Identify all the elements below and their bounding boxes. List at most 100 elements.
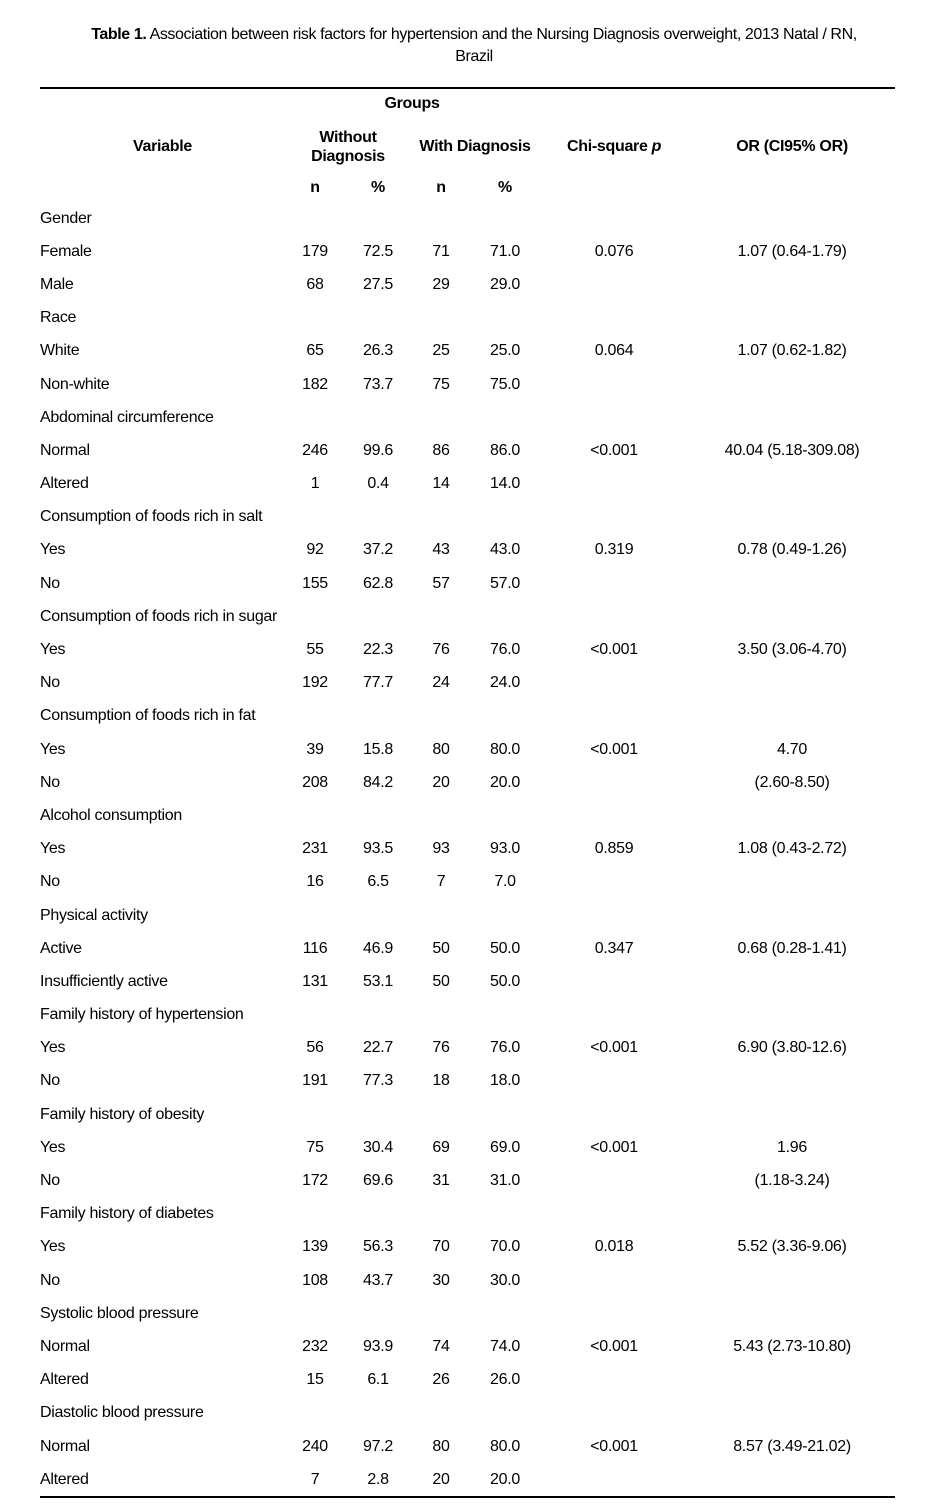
table-row: Yes 39 15.8 80 80.0 <0.001 4.70	[40, 733, 895, 766]
cell-n2: 76	[432, 1039, 450, 1057]
cell-or: 1.96	[777, 1138, 807, 1156]
cell-chi	[539, 766, 689, 799]
cell-n2: 30	[432, 1271, 450, 1289]
cell-chi: <0.001	[590, 1039, 638, 1057]
cell-p2: 29.0	[490, 275, 520, 293]
table-row: Insufficiently active 131 53.1 50 50.0	[40, 965, 895, 998]
cell-chi	[539, 368, 689, 401]
cell-p1: 0.4	[367, 475, 389, 493]
cell-p1: 99.6	[363, 441, 393, 459]
cell-p1: 72.5	[363, 242, 393, 260]
column-header-variable: Variable	[133, 137, 192, 155]
chi-square-label: Chi-square	[567, 137, 648, 155]
category-label: Race	[40, 309, 77, 327]
cell-p2: 20.0	[490, 1470, 520, 1488]
cell-chi: 0.319	[594, 541, 634, 559]
cell-label: No	[40, 773, 60, 791]
cell-label: Altered	[40, 1470, 89, 1488]
cell-p2: 80.0	[490, 740, 520, 758]
table-row: Active 116 46.9 50 50.0 0.347 0.68 (0.28-1.41)	[40, 932, 895, 965]
cell-chi: <0.001	[590, 1138, 638, 1156]
cell-n1: 240	[302, 1437, 328, 1455]
cell-label: No	[40, 873, 60, 891]
cell-n1: 192	[302, 674, 328, 692]
cell-p2: 26.0	[490, 1371, 520, 1389]
category-label: Physical activity	[40, 906, 148, 924]
cell-p2: 18.0	[490, 1072, 520, 1090]
empty-cell	[539, 174, 689, 202]
category-label: Family history of obesity	[40, 1105, 205, 1123]
cell-p1: 22.7	[363, 1039, 393, 1057]
cell-p2: 50.0	[490, 972, 520, 990]
category-row: Diastolic blood pressure	[40, 1397, 895, 1430]
cell-or: 8.57 (3.49-21.02)	[733, 1437, 851, 1455]
cell-label: No	[40, 674, 60, 692]
cell-p1: 69.6	[363, 1172, 393, 1190]
cell-n1: 15	[306, 1371, 324, 1389]
cell-label: Yes	[40, 1138, 66, 1156]
cell-or	[689, 368, 895, 401]
cell-p2: 93.0	[490, 840, 520, 858]
cell-p1: 53.1	[363, 972, 393, 990]
cell-or: 0.68 (0.28-1.41)	[737, 939, 847, 957]
category-row: Family history of obesity	[40, 1098, 895, 1131]
cell-p1: 26.3	[363, 342, 393, 360]
cell-or	[689, 1065, 895, 1098]
cell-label: Insufficiently active	[40, 972, 168, 990]
cell-n1: 182	[302, 375, 328, 393]
table-row: Altered 7 2.8 20 20.0	[40, 1463, 895, 1497]
cell-or	[689, 1463, 895, 1497]
cell-n1: 1	[310, 475, 320, 493]
category-label: Diastolic blood pressure	[40, 1404, 204, 1422]
cell-n2: 14	[432, 475, 450, 493]
table-row: No 192 77.7 24 24.0	[40, 667, 895, 700]
cell-label: Non-white	[40, 375, 110, 393]
cell-or: (1.18-3.24)	[754, 1172, 830, 1190]
cell-p1: 6.5	[367, 873, 389, 891]
category-row: Family history of diabetes	[40, 1198, 895, 1231]
cell-n2: 20	[432, 1470, 450, 1488]
category-label: Family history of hypertension	[40, 1006, 244, 1024]
cell-p1: 97.2	[363, 1437, 393, 1455]
cell-p2: 80.0	[490, 1437, 520, 1455]
cell-label: Yes	[40, 541, 66, 559]
category-row: Consumption of foods rich in fat	[40, 700, 895, 733]
category-row: Abdominal circumference	[40, 401, 895, 434]
cell-n1: 246	[302, 441, 328, 459]
cell-n1: 179	[302, 242, 328, 260]
cell-or	[689, 468, 895, 501]
cell-n2: 24	[432, 674, 450, 692]
category-row: Gender	[40, 202, 895, 235]
category-label: Consumption of foods rich in fat	[40, 707, 256, 725]
cell-or	[689, 866, 895, 899]
table-row: No 155 62.8 57 57.0	[40, 567, 895, 600]
cell-or: 1.07 (0.64-1.79)	[737, 242, 847, 260]
cell-n2: 93	[432, 840, 450, 858]
cell-n1: 232	[302, 1337, 328, 1355]
cell-p1: 93.9	[363, 1337, 393, 1355]
category-label: Abdominal circumference	[40, 408, 214, 426]
cell-label: Normal	[40, 1437, 90, 1455]
empty-cell	[40, 88, 285, 119]
cell-p1: 27.5	[363, 275, 393, 293]
empty-cell	[689, 88, 895, 119]
table-row: Normal 232 93.9 74 74.0 <0.001 5.43 (2.73-10.8…	[40, 1330, 895, 1363]
table-row: No 208 84.2 20 20.0 (2.60-8.50)	[40, 766, 895, 799]
table-body: Gender Female 179 72.5 71 71.0 0.076 1.07 (0.64…	[40, 202, 895, 1497]
cell-p1: 37.2	[363, 541, 393, 559]
cell-p2: 30.0	[490, 1271, 520, 1289]
cell-or	[689, 1264, 895, 1297]
cell-or: 4.70	[777, 740, 807, 758]
chi-square-p-symbol: p	[651, 137, 662, 155]
cell-n2: 31	[432, 1172, 450, 1190]
table-row: Female 179 72.5 71 71.0 0.076 1.07 (0.64-1.79)	[40, 235, 895, 268]
table-row: Yes 55 22.3 76 76.0 <0.001 3.50 (3.06-4.70)	[40, 633, 895, 666]
subheader-n-with: n	[436, 179, 446, 196]
table-caption-text-line2: Brazil	[455, 48, 493, 65]
table-row: Male 68 27.5 29 29.0	[40, 268, 895, 301]
table-row: No 191 77.3 18 18.0	[40, 1065, 895, 1098]
cell-label: Yes	[40, 1238, 66, 1256]
cell-or: 1.08 (0.43-2.72)	[737, 840, 847, 858]
cell-label: Yes	[40, 641, 66, 659]
cell-n1: 68	[306, 275, 324, 293]
